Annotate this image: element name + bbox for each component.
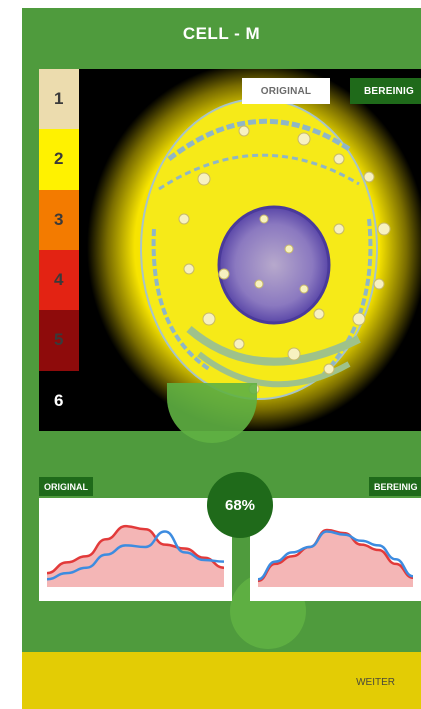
toggle-cleaned-button[interactable]: BEREINIG (350, 78, 421, 104)
cell-image (79, 69, 421, 431)
chart-original-plot (46, 524, 225, 587)
chart-cleaned (250, 498, 421, 601)
scale-item-4[interactable]: 4 (39, 249, 79, 311)
scale-item-2[interactable]: 2 (39, 129, 79, 190)
scale-item-6[interactable]: 6 (39, 370, 79, 431)
scale-label: 4 (54, 270, 64, 290)
page-title: CELL - M (182, 24, 261, 43)
cell-organelle-band (151, 228, 211, 371)
cell-visualization[interactable]: ORIGINAL BEREINIG (79, 69, 421, 431)
scale-item-5[interactable]: 5 (39, 310, 79, 371)
chart-area (258, 530, 413, 587)
cell-organelle-band (167, 118, 351, 161)
severity-scale: 1 2 3 4 5 6 (39, 69, 79, 431)
scale-item-1[interactable]: 1 (39, 69, 79, 130)
app-screen: CELL - M 1 2 3 4 5 6 (22, 8, 421, 709)
cell-organelle-band (158, 153, 360, 191)
chart-line-red (257, 528, 414, 583)
cell-nucleus (217, 205, 331, 325)
vesicles (178, 125, 391, 395)
scale-label: 1 (54, 89, 64, 109)
cell-organelle-band (186, 325, 361, 366)
scale-label: 3 (54, 209, 64, 229)
bottom-bar: WEITER (22, 652, 421, 709)
chart-line-blue (46, 530, 225, 581)
scale-label: 5 (54, 330, 64, 350)
scale-item-3[interactable]: 3 (39, 189, 79, 250)
scale-label: 6 (54, 390, 64, 410)
progress-badge: 68% (207, 472, 273, 538)
chart-original (39, 498, 232, 601)
toggle-original-button[interactable]: ORIGINAL (242, 78, 330, 104)
background-circle (167, 383, 257, 443)
chart-line-blue (257, 530, 414, 581)
next-button[interactable]: WEITER (356, 676, 395, 688)
chart-area (47, 526, 224, 587)
scale-label: 2 (54, 149, 64, 169)
chart-cleaned-plot (257, 528, 414, 587)
chart-tag-original: ORIGINAL (39, 477, 93, 496)
chart-line-red (46, 524, 225, 575)
cell-organelle-band (317, 218, 373, 381)
chart-tag-cleaned: BEREINIG (369, 477, 421, 496)
